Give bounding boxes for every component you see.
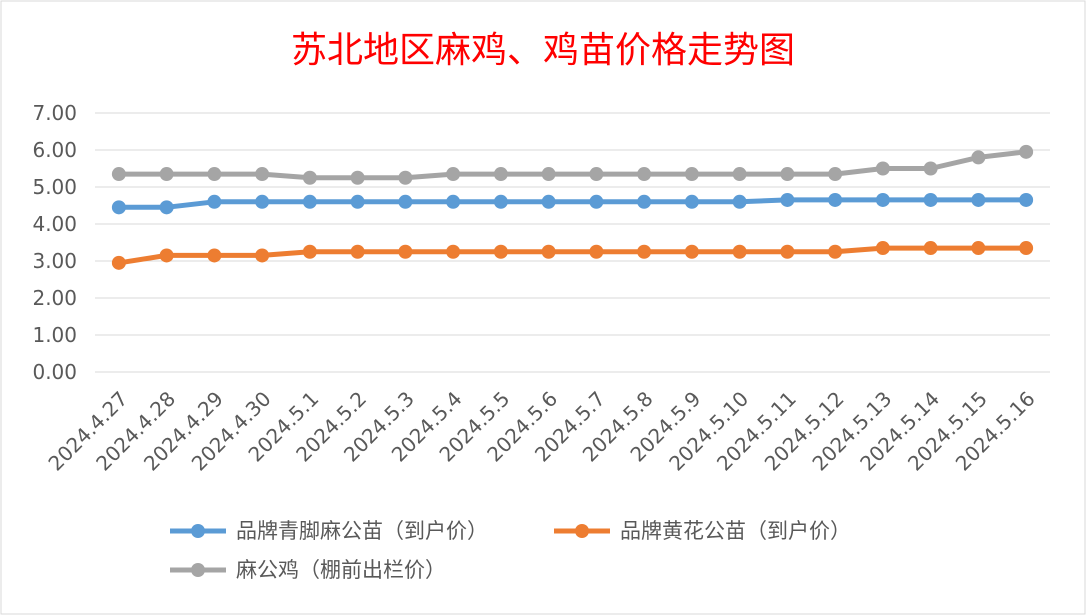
data-point-huanghua[interactable]	[828, 244, 843, 259]
data-point-magongji[interactable]	[350, 170, 365, 185]
series-magongji	[111, 144, 1034, 185]
y-tick-label: 1.00	[32, 323, 77, 347]
data-point-qingjiao[interactable]	[255, 194, 270, 209]
data-point-huanghua[interactable]	[541, 244, 556, 259]
y-tick-label: 5.00	[32, 175, 77, 199]
data-point-qingjiao[interactable]	[493, 194, 508, 209]
data-point-qingjiao[interactable]	[732, 194, 747, 209]
legend-label-qingjiao: 品牌青脚麻公苗（到户价）	[236, 519, 488, 543]
legend-marker-qingjiao	[191, 524, 205, 538]
data-point-qingjiao[interactable]	[159, 200, 174, 215]
data-point-huanghua[interactable]	[446, 244, 461, 259]
data-point-huanghua[interactable]	[159, 248, 174, 263]
y-tick-label: 4.00	[32, 212, 77, 236]
data-point-magongji[interactable]	[1019, 144, 1034, 159]
y-axis-ticks: 0.00 1.00 2.00 3.00 4.00 5.00 6.00 7.00	[32, 101, 77, 384]
data-point-qingjiao[interactable]	[923, 192, 938, 207]
data-point-qingjiao[interactable]	[207, 194, 222, 209]
legend-marker-huanghua	[575, 524, 589, 538]
data-point-qingjiao[interactable]	[589, 194, 604, 209]
data-point-magongji[interactable]	[971, 150, 986, 165]
data-point-huanghua[interactable]	[207, 248, 222, 263]
series-line-magongji	[118, 149, 1027, 181]
data-point-magongji[interactable]	[446, 167, 461, 182]
data-point-huanghua[interactable]	[1019, 241, 1034, 256]
data-point-magongji[interactable]	[255, 167, 270, 182]
data-point-qingjiao[interactable]	[637, 194, 652, 209]
legend-item-qingjiao[interactable]: 品牌青脚麻公苗（到户价）	[170, 519, 488, 543]
data-point-magongji[interactable]	[589, 167, 604, 182]
data-point-magongji[interactable]	[207, 167, 222, 182]
chart-title: 苏北地区麻鸡、鸡苗价格走势图	[291, 30, 795, 71]
data-point-magongji[interactable]	[732, 167, 747, 182]
data-point-huanghua[interactable]	[398, 244, 413, 259]
data-point-qingjiao[interactable]	[1019, 192, 1034, 207]
series-line-huanghua	[118, 245, 1027, 266]
data-point-magongji[interactable]	[541, 167, 556, 182]
y-tick-label: 7.00	[32, 101, 77, 125]
data-point-magongji[interactable]	[398, 170, 413, 185]
data-point-magongji[interactable]	[111, 167, 126, 182]
data-point-huanghua[interactable]	[493, 244, 508, 259]
data-point-huanghua[interactable]	[684, 244, 699, 259]
data-point-huanghua[interactable]	[302, 244, 317, 259]
y-tick-label: 3.00	[32, 249, 77, 273]
data-point-qingjiao[interactable]	[971, 192, 986, 207]
data-point-magongji[interactable]	[780, 167, 795, 182]
data-point-qingjiao[interactable]	[684, 194, 699, 209]
data-point-qingjiao[interactable]	[446, 194, 461, 209]
data-point-qingjiao[interactable]	[541, 194, 556, 209]
y-tick-label: 6.00	[32, 138, 77, 162]
data-point-qingjiao[interactable]	[350, 194, 365, 209]
data-point-magongji[interactable]	[684, 167, 699, 182]
data-point-qingjiao[interactable]	[111, 200, 126, 215]
legend-item-magongji[interactable]: 麻公鸡（棚前出栏价）	[170, 558, 446, 582]
legend-marker-magongji	[191, 563, 205, 577]
data-point-huanghua[interactable]	[255, 248, 270, 263]
gridlines	[95, 112, 1050, 373]
series-qingjiao	[111, 192, 1034, 215]
y-tick-label: 0.00	[32, 360, 77, 384]
data-point-magongji[interactable]	[159, 167, 174, 182]
data-point-magongji[interactable]	[875, 161, 890, 176]
data-point-huanghua[interactable]	[637, 244, 652, 259]
data-point-huanghua[interactable]	[971, 241, 986, 256]
data-point-magongji[interactable]	[637, 167, 652, 182]
legend: 品牌青脚麻公苗（到户价） 品牌黄花公苗（到户价） 麻公鸡（棚前出栏价）	[170, 519, 851, 582]
series-line-qingjiao	[118, 197, 1027, 210]
data-point-qingjiao[interactable]	[302, 194, 317, 209]
data-point-magongji[interactable]	[302, 170, 317, 185]
data-point-magongji[interactable]	[923, 161, 938, 176]
series-huanghua	[111, 241, 1034, 270]
data-point-qingjiao[interactable]	[875, 192, 890, 207]
data-point-magongji[interactable]	[493, 167, 508, 182]
data-point-huanghua[interactable]	[732, 244, 747, 259]
data-point-huanghua[interactable]	[350, 244, 365, 259]
legend-item-huanghua[interactable]: 品牌黄花公苗（到户价）	[554, 519, 851, 543]
legend-label-magongji: 麻公鸡（棚前出栏价）	[236, 558, 446, 582]
data-point-qingjiao[interactable]	[780, 192, 795, 207]
series-lines	[111, 144, 1034, 270]
data-point-qingjiao[interactable]	[828, 192, 843, 207]
data-point-magongji[interactable]	[828, 167, 843, 182]
data-point-huanghua[interactable]	[111, 255, 126, 270]
data-point-qingjiao[interactable]	[398, 194, 413, 209]
y-tick-label: 2.00	[32, 286, 77, 310]
data-point-huanghua[interactable]	[923, 241, 938, 256]
data-point-huanghua[interactable]	[589, 244, 604, 259]
legend-label-huanghua: 品牌黄花公苗（到户价）	[620, 519, 851, 543]
data-point-huanghua[interactable]	[875, 241, 890, 256]
data-point-huanghua[interactable]	[780, 244, 795, 259]
